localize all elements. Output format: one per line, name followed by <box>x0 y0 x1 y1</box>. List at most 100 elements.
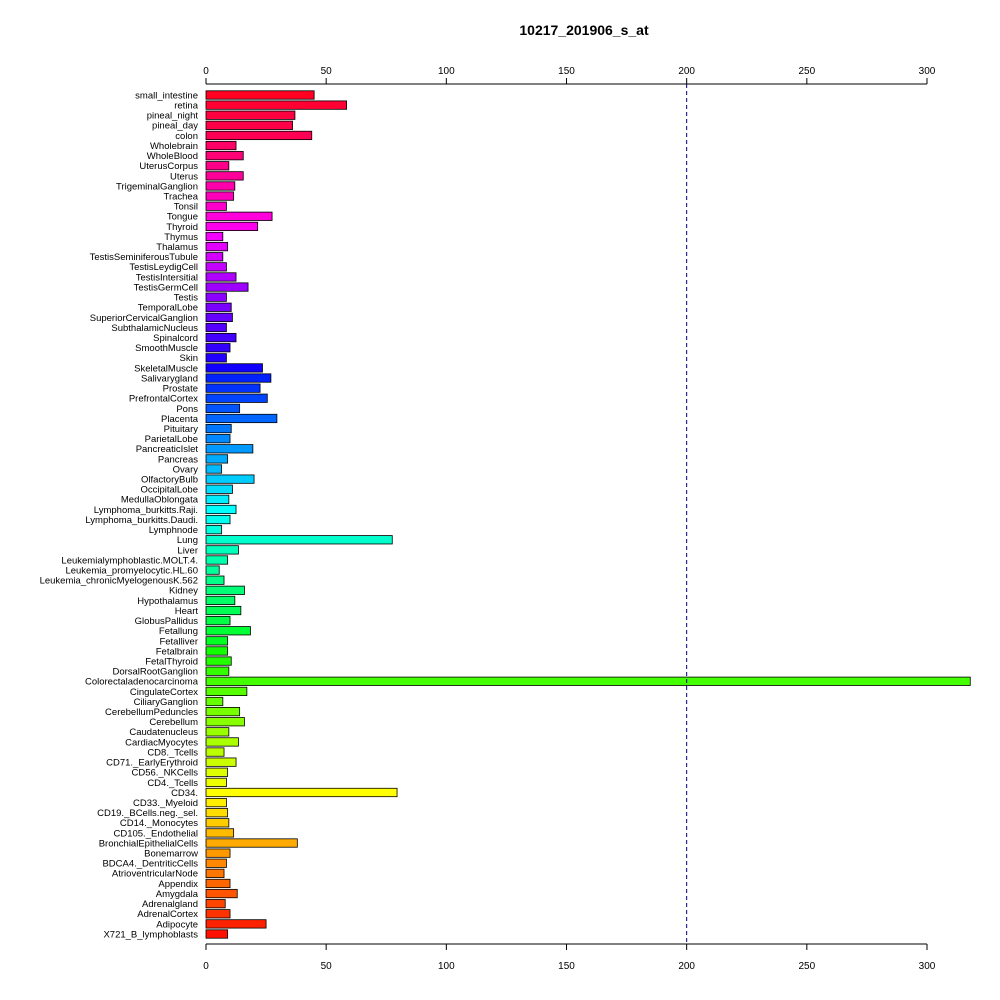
bottom-axis-tick-label: 100 <box>438 961 455 972</box>
bar-CD14._Monocytes <box>205 818 230 828</box>
category-label: Leukemialymphoblastic.MOLT.4. <box>61 555 198 566</box>
category-label: Adrenalgland <box>142 899 198 910</box>
bar-Fetalbrain <box>205 646 229 656</box>
bar-Pituitary <box>205 423 232 434</box>
category-label: Lymphoma_burkitts.Raji. <box>94 505 198 516</box>
bar-AtrioventricularNode <box>205 868 225 878</box>
category-label: Appendix <box>158 879 198 890</box>
category-label: Tonsil <box>174 202 198 213</box>
category-label: Thalamus <box>156 242 198 253</box>
category-label: CingulateCortex <box>130 687 198 698</box>
category-label: CD14._Monocytes <box>120 818 198 829</box>
category-label: CD105._Endothelial <box>113 828 198 839</box>
bottom-axis-tick-label: 200 <box>678 961 695 972</box>
bar-DorsalRootGanglion <box>205 666 230 676</box>
category-label: Testis <box>174 293 199 304</box>
category-label: Placenta <box>161 414 199 425</box>
bar-UterusCorpus <box>205 161 230 171</box>
bar-Pons <box>205 403 241 413</box>
category-label: Caudatenucleus <box>129 727 198 738</box>
bar-TestisSeminiferousTubule <box>205 252 224 262</box>
category-label: BDCA4._DentriticCells <box>102 859 198 870</box>
category-label: GlobusPallidus <box>135 616 199 627</box>
bar-CD105._Endothelial <box>205 828 235 838</box>
category-label: OccipitalLobe <box>140 485 198 496</box>
bar-TestisLeydigCell <box>205 262 227 272</box>
category-label: DorsalRootGanglion <box>112 667 198 678</box>
category-label: CD56._NKCells <box>131 768 198 779</box>
bar-Bonemarrow <box>205 848 231 858</box>
category-label: Fetallung <box>159 626 198 637</box>
category-label: AdrenalCortex <box>137 909 198 920</box>
bars-group <box>205 90 971 939</box>
bar-Heart <box>205 605 242 616</box>
top-axis: 0 50 100 150 200 250 300 <box>203 66 936 85</box>
category-label: OlfactoryBulb <box>141 475 198 486</box>
bar-SmoothMuscle <box>205 343 231 353</box>
category-label: Pituitary <box>164 424 199 435</box>
category-label: CD4._Tcells <box>147 778 198 789</box>
bar-Testis <box>205 292 227 302</box>
bottom-axis-tick-label: 150 <box>558 961 575 972</box>
bar-CD71._EarlyErythroid <box>205 757 237 767</box>
bar-Colorectaladenocarcinoma <box>205 676 971 686</box>
bar-SuperiorCervicalGanglion <box>205 312 233 322</box>
category-label: TestisLeydigCell <box>129 262 198 273</box>
bar-CerebellumPeduncles <box>205 707 241 717</box>
bar-CD19._BCells.neg._sel. <box>205 808 229 818</box>
bar-Thymus <box>205 231 224 242</box>
bar-Lung <box>205 535 393 545</box>
category-label: Lung <box>177 535 198 546</box>
bar-Uterus <box>205 171 244 181</box>
category-label: Uterus <box>170 171 198 182</box>
bar-CD33._Myeloid <box>205 797 227 808</box>
bar-CD8._Tcells <box>205 747 225 757</box>
bar-Adrenalgland <box>205 899 226 909</box>
category-label: Lymphoma_burkitts.Daudi. <box>85 515 198 526</box>
category-label: SmoothMuscle <box>135 343 198 354</box>
category-label: TestisGermCell <box>134 282 198 293</box>
bar-OccipitalLobe <box>205 484 233 494</box>
bar-CiliaryGanglion <box>205 696 224 707</box>
category-label: CerebellumPeduncles <box>105 707 198 718</box>
bar-Spinalcord <box>205 333 237 343</box>
category-label: Skin <box>180 353 198 364</box>
bar-BDCA4._DentriticCells <box>205 858 227 868</box>
category-label: CD71._EarlyErythroid <box>106 758 198 769</box>
bar-small_intestine <box>205 90 315 100</box>
top-axis-tick-label: 250 <box>798 66 815 77</box>
bar-Tonsil <box>205 201 227 211</box>
top-axis-tick-label: 200 <box>678 66 695 77</box>
bar-TemporalLobe <box>205 302 232 312</box>
bar-Trachea <box>205 191 235 201</box>
bar-colon <box>205 130 313 141</box>
top-axis-tick-label: 150 <box>558 66 575 77</box>
category-label: Lymphnode <box>149 525 198 536</box>
bar-Fetallung <box>205 626 251 636</box>
bar-Ovary <box>205 464 223 474</box>
category-label: CD19._BCells.neg._sel. <box>97 808 198 819</box>
bar-CD34. <box>205 787 398 798</box>
category-label: TestisSeminiferousTubule <box>90 252 198 263</box>
category-label: AtrioventricularNode <box>112 869 198 880</box>
category-label: Trachea <box>164 191 199 202</box>
category-label: Hypothalamus <box>137 596 198 607</box>
bar-PancreaticIslet <box>205 444 254 454</box>
bar-GlobusPallidus <box>205 616 231 626</box>
bar-Placenta <box>205 413 278 424</box>
bar-Leukemialymphoblastic.MOLT.4. <box>205 555 229 565</box>
bar-Cerebellum <box>205 717 245 727</box>
category-label: Bonemarrow <box>144 849 198 860</box>
category-label: pineal_day <box>152 121 198 132</box>
category-label: BronchialEpithelialCells <box>99 838 199 849</box>
chart-title: 10217_201906_s_at <box>519 22 649 38</box>
bar-TrigeminalGanglion <box>205 181 236 191</box>
category-label: Pons <box>176 404 198 415</box>
bar-Thalamus <box>205 242 229 252</box>
bar-BronchialEpithelialCells <box>205 838 298 848</box>
category-label: PrefrontalCortex <box>129 394 198 405</box>
category-label: CD8._Tcells <box>147 747 198 758</box>
category-label: TemporalLobe <box>138 303 198 314</box>
category-label: Pancreas <box>158 454 198 465</box>
